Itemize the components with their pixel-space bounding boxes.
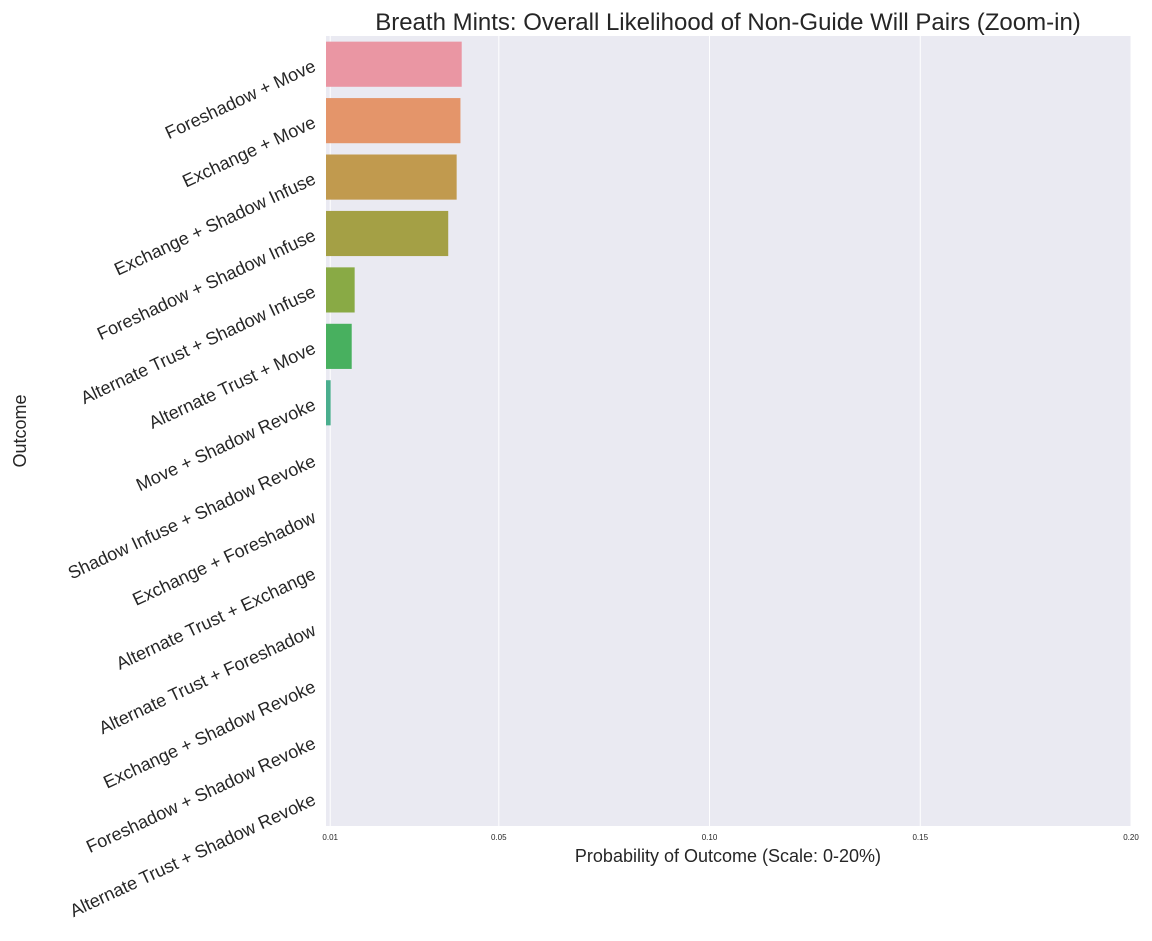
x-tick-label: 0.20	[1123, 833, 1139, 842]
y-tick-label: Exchange + Shadow Revoke	[100, 676, 318, 792]
y-tick-label: Foreshadow + Shadow Revoke	[83, 733, 319, 857]
x-tick-labels: 0.01 0.05 0.10 0.15 0.20	[322, 833, 1139, 842]
x-tick-label: 0.01	[322, 833, 338, 842]
x-axis-label: Probability of Outcome (Scale: 0-20%)	[575, 846, 881, 866]
y-tick-label: Alternate Trust + Foreshadow	[96, 620, 320, 739]
chart-title: Breath Mints: Overall Likelihood of Non-…	[375, 9, 1081, 36]
bar	[326, 380, 331, 426]
plot-background	[326, 36, 1131, 826]
y-tick-label: Alternate Trust + Shadow Infuse	[78, 281, 319, 408]
x-tick-label: 0.10	[702, 833, 718, 842]
y-tick-label: Foreshadow + Shadow Infuse	[94, 225, 319, 344]
x-tick-label: 0.15	[912, 833, 928, 842]
bar	[326, 210, 449, 257]
y-tick-label: Exchange + Shadow Infuse	[111, 169, 319, 280]
bar	[326, 323, 352, 369]
bar	[326, 41, 462, 87]
bar	[326, 267, 355, 313]
y-axis-label: Outcome	[10, 394, 30, 467]
x-tick-label: 0.05	[491, 833, 507, 842]
bar	[326, 154, 457, 200]
y-tick-label: Alternate Trust + Exchange	[113, 564, 319, 674]
bar	[326, 98, 461, 144]
bars	[326, 41, 462, 426]
